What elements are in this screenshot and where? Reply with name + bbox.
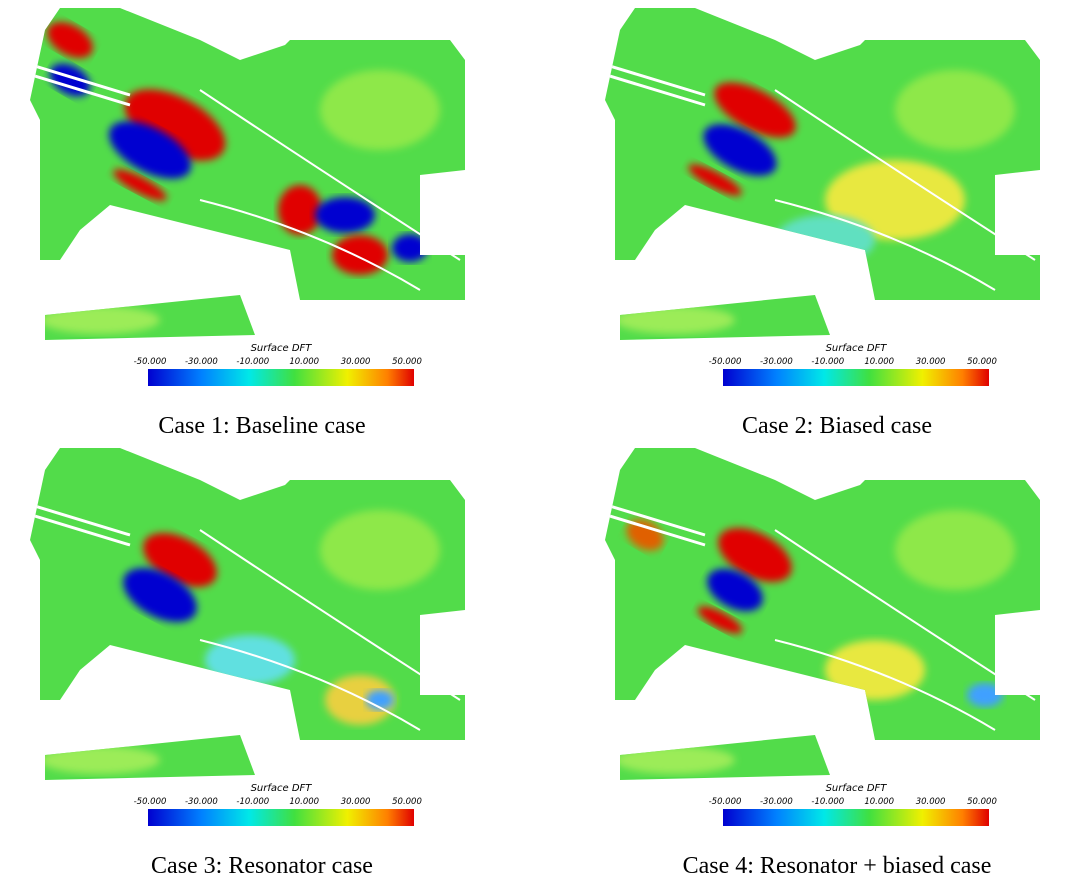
field-patch: [320, 70, 440, 150]
colorbar-tick-label: -30.000: [185, 797, 218, 807]
colorbar-tick-label: 30.000: [916, 357, 946, 367]
field-patch: [40, 306, 160, 334]
contour-plot: [0, 440, 470, 785]
colorbar-tick-label: -50.000: [709, 797, 742, 807]
colorbar-tick-label: -10.000: [236, 357, 269, 367]
colorbar-title: Surface DFT: [826, 783, 888, 794]
contour-plot: [575, 440, 1045, 785]
panel: Surface DFT -50.000 -30.000 -10.000 10.000 30…: [575, 0, 1045, 439]
figure: Surface DFT -50.000 -30.000 -10.000 10.000 30…: [0, 0, 1088, 874]
colorbar-tick-label: -50.000: [709, 357, 742, 367]
field-blob: [825, 640, 925, 700]
colorbar-tick-label: 50.000: [392, 797, 422, 807]
caption: Case 1: Baseline case: [158, 413, 365, 439]
colorbar-title: Surface DFT: [251, 343, 313, 354]
colorbar-tick-label: -10.000: [236, 797, 269, 807]
colorbar-tick-label: 10.000: [289, 797, 319, 807]
slot: [90, 723, 240, 732]
contour-plot: [575, 0, 1045, 345]
colorbar-tick-label: 10.000: [864, 357, 894, 367]
colorbar-title: Surface DFT: [251, 783, 313, 794]
panel: Surface DFT -50.000 -30.000 -10.000 10.000 30…: [0, 0, 470, 439]
colorbar-tick-label: -30.000: [185, 357, 218, 367]
slot: [90, 283, 240, 292]
caption: Case 4: Resonator + biased case: [683, 853, 992, 874]
background-field: [0, 440, 470, 785]
field-patch: [615, 306, 735, 334]
field-patch: [895, 510, 1015, 590]
colorbar-tick-label: 30.000: [341, 797, 371, 807]
field-blob: [278, 185, 322, 235]
colorbar-tick-label: -30.000: [760, 797, 793, 807]
colorbar-tick-label: 30.000: [341, 357, 371, 367]
colorbar: [148, 369, 414, 386]
colorbar-tick-label: 50.000: [967, 357, 997, 367]
background-field: [575, 0, 1045, 345]
field-blob: [315, 197, 375, 233]
background-field: [575, 440, 1045, 785]
colorbar-tick-label: 10.000: [289, 357, 319, 367]
field-patch: [895, 70, 1015, 150]
colorbar: [723, 809, 989, 826]
colorbar-tick-label: -50.000: [134, 357, 167, 367]
colorbar: [723, 369, 989, 386]
caption: Case 3: Resonator case: [151, 853, 373, 874]
field-patch: [40, 746, 160, 774]
field-blob: [205, 635, 295, 685]
colorbar-tick-label: 30.000: [916, 797, 946, 807]
colorbar-tick-label: 10.000: [864, 797, 894, 807]
colorbar-tick-label: -30.000: [760, 357, 793, 367]
panel: Surface DFT -50.000 -30.000 -10.000 10.000 30…: [575, 440, 1045, 874]
slot: [665, 283, 815, 292]
colorbar-tick-label: -50.000: [134, 797, 167, 807]
colorbar-tick-label: -10.000: [811, 797, 844, 807]
field-blob: [967, 683, 1003, 707]
colorbar-tick-label: -10.000: [811, 357, 844, 367]
contour-plot: [0, 0, 470, 345]
field-blob: [392, 234, 428, 262]
caption: Case 2: Biased case: [742, 413, 932, 439]
field-blob: [332, 235, 388, 275]
field-blob: [775, 215, 875, 265]
colorbar-tick-label: 50.000: [392, 357, 422, 367]
field-patch: [615, 746, 735, 774]
colorbar-tick-label: 50.000: [967, 797, 997, 807]
colorbar: [148, 809, 414, 826]
field-patch: [320, 510, 440, 590]
colorbar-title: Surface DFT: [826, 343, 888, 354]
slot: [665, 723, 815, 732]
panel: Surface DFT -50.000 -30.000 -10.000 10.000 30…: [0, 440, 470, 874]
